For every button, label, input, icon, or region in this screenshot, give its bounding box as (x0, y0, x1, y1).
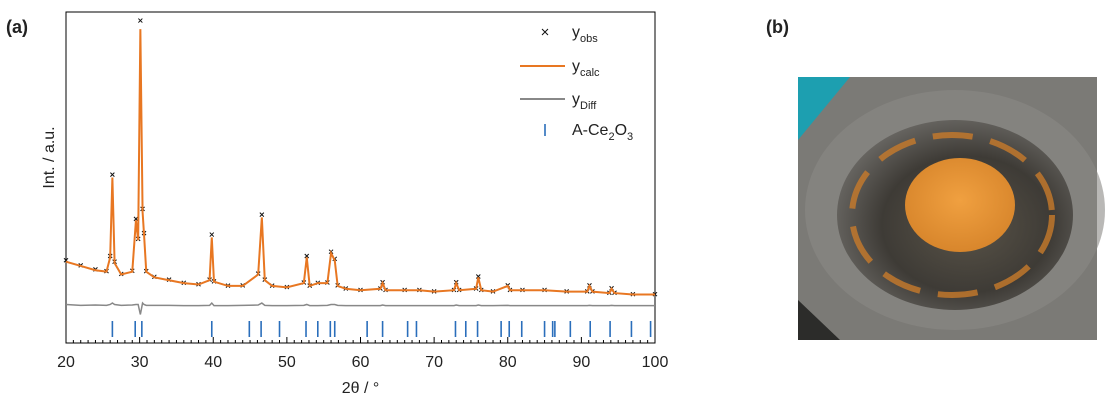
photo (798, 77, 1105, 340)
legend-label: yobs (572, 24, 598, 45)
x-tick-label: 90 (572, 354, 590, 371)
panel-label: (a) (6, 17, 28, 37)
data-point (475, 274, 481, 279)
legend-label-part: 3 (627, 131, 633, 143)
legend-label-part: O (615, 122, 627, 139)
legend-label-part: 2 (608, 131, 614, 143)
data-point (304, 253, 310, 259)
legend-label: ycalc (572, 58, 600, 79)
x-tick-label: 100 (642, 354, 669, 371)
data-point (209, 232, 215, 237)
series-line (65, 29, 655, 296)
panel-label: (b) (766, 17, 789, 37)
x-tick-label: 60 (352, 354, 370, 371)
data-point (133, 216, 139, 222)
x-tick-label: 80 (499, 354, 517, 371)
legend-label-part: obs (580, 33, 598, 45)
legend-label: A-Ce2O3 (572, 122, 633, 143)
legend-label-part: calc (580, 67, 600, 79)
x-tick-label: 50 (278, 354, 296, 371)
series-line (65, 301, 655, 315)
x-tick-label: 40 (204, 354, 222, 371)
legend-label-part: y (572, 24, 580, 41)
x-tick-label: 30 (131, 354, 149, 371)
x-axis-label: 2θ / ° (342, 380, 380, 397)
plot-frame (65, 11, 656, 344)
data-point (259, 212, 265, 217)
x-tick-label: 70 (425, 354, 443, 371)
legend-marker (541, 28, 549, 36)
legend-label-part: y (572, 91, 580, 108)
data-point (110, 172, 115, 178)
legend-label-part: A-Ce (572, 122, 609, 139)
data-point (138, 18, 143, 23)
legend-label-part: Diff (580, 100, 597, 112)
x-tick-label: 20 (57, 354, 75, 371)
legend-label-part: y (572, 58, 580, 75)
legend-label: yDiff (572, 91, 597, 112)
y-axis-label: Int. / a.u. (41, 126, 58, 188)
